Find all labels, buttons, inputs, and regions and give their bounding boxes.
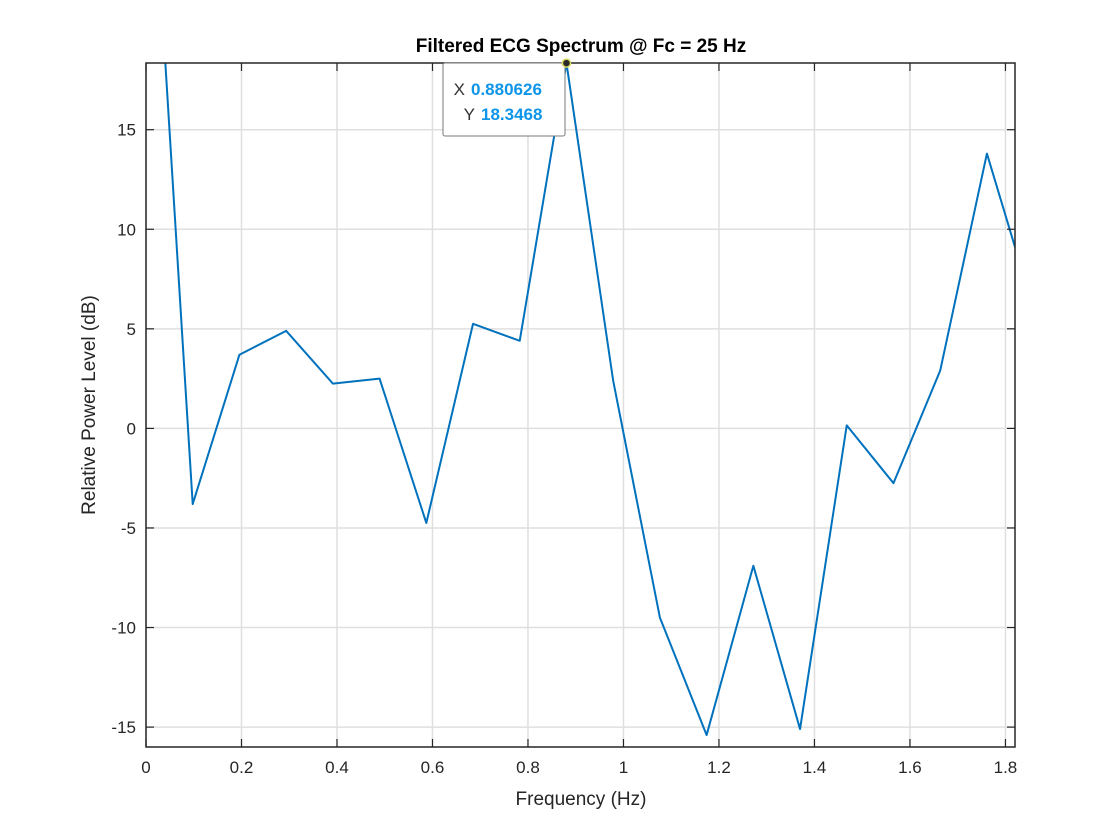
y-tick-label: -5 bbox=[121, 519, 136, 538]
x-axis-title: Frequency (Hz) bbox=[516, 789, 647, 810]
y-tick-label: -10 bbox=[111, 619, 136, 638]
x-tick-label: 0.6 bbox=[421, 758, 445, 777]
data-tip-y-value: 18.3468 bbox=[481, 105, 542, 124]
y-tick-label: 5 bbox=[127, 320, 136, 339]
series-layer bbox=[146, 0, 1034, 737]
data-tip-marker[interactable] bbox=[561, 58, 572, 68]
y-axis-title: Relative Power Level (dB) bbox=[79, 295, 100, 515]
grid-lines bbox=[145, 63, 1015, 747]
x-tick-label: 1.4 bbox=[803, 758, 827, 777]
chart-title: Filtered ECG Spectrum @ Fc = 25 Hz bbox=[416, 36, 747, 57]
x-tick-label: 1.2 bbox=[707, 758, 731, 777]
x-tick-label: 1.6 bbox=[898, 758, 922, 777]
y-tick-label: 15 bbox=[117, 121, 136, 140]
x-tick-label: 0.8 bbox=[516, 758, 540, 777]
x-tick-label: 0 bbox=[141, 758, 150, 777]
plot-area[interactable] bbox=[146, 63, 1015, 747]
x-tick-label: 0.4 bbox=[325, 758, 349, 777]
data-tip-box bbox=[442, 62, 566, 137]
y-tick-label: 0 bbox=[127, 419, 136, 438]
data-tip[interactable]: X 0.880626 Y 18.3468 bbox=[442, 58, 572, 137]
x-tick-label: 1.8 bbox=[994, 758, 1018, 777]
data-tip-x-value: 0.880626 bbox=[471, 80, 542, 99]
y-tick-labels: -15 -10 -5 0 5 10 15 bbox=[111, 121, 136, 737]
x-tick-labels: 0 0.2 0.4 0.6 0.8 1 1.2 1.4 1.6 1.8 bbox=[141, 758, 1017, 777]
x-tick-label: 1 bbox=[619, 758, 628, 777]
axes-box bbox=[145, 62, 1016, 748]
x-tick-label: 0.2 bbox=[230, 758, 254, 777]
y-tick-label: -15 bbox=[111, 718, 136, 737]
data-tip-x-key: X bbox=[454, 80, 465, 99]
y-tick-label: 10 bbox=[117, 220, 136, 239]
spectrum-line[interactable] bbox=[146, 0, 1034, 737]
data-tip-y-key: Y bbox=[464, 105, 475, 124]
